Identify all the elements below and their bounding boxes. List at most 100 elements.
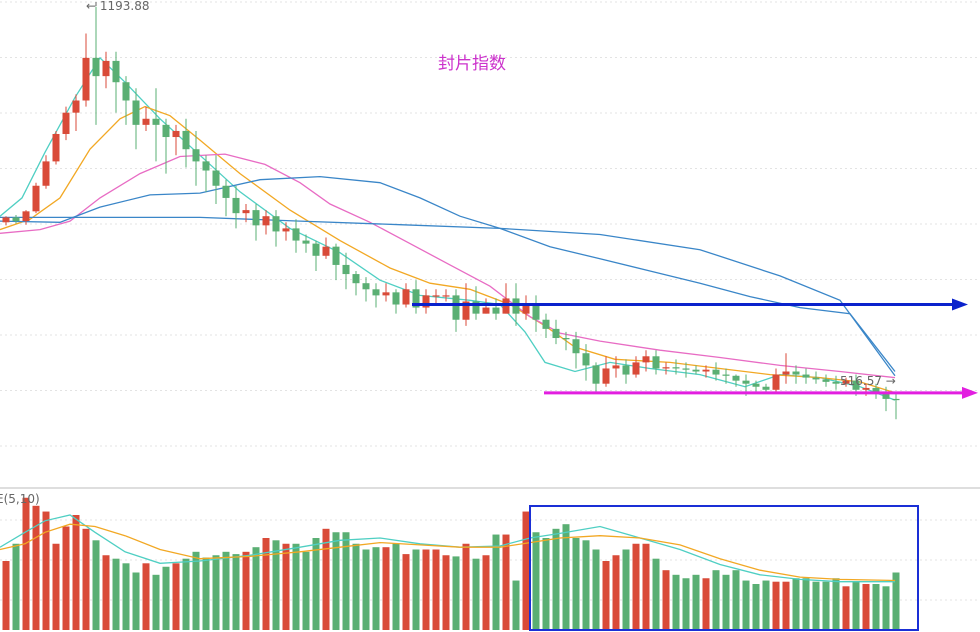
candle-body	[442, 295, 450, 297]
volume-bar	[342, 532, 350, 630]
volume-bar	[462, 543, 470, 630]
volume-bar	[872, 584, 880, 630]
volume-bar	[662, 570, 670, 630]
candle-body	[312, 243, 320, 256]
volume-bar	[542, 538, 550, 630]
volume-bar	[142, 563, 150, 630]
volume-bar	[92, 540, 100, 630]
candle-body	[52, 133, 60, 162]
high-price-label: ← 1193.88	[86, 0, 150, 13]
volume-bar	[702, 578, 710, 630]
candle-body	[752, 383, 760, 387]
volume-bar	[722, 574, 730, 630]
volume-bar	[862, 584, 870, 630]
candle-body	[862, 387, 870, 390]
ma10-line	[0, 105, 896, 394]
candle-body	[562, 338, 570, 340]
volume-bar	[512, 580, 520, 630]
candle-body	[362, 283, 370, 290]
candle-body	[532, 304, 540, 320]
volume-bar	[62, 526, 70, 630]
candle-body	[422, 295, 430, 308]
volume-bar	[552, 528, 560, 630]
volume-bar	[152, 574, 160, 630]
candle-body	[702, 369, 710, 372]
volume-bar	[392, 543, 400, 630]
volume-bar	[852, 581, 860, 630]
candle-body	[812, 377, 820, 380]
candle-body	[882, 392, 890, 399]
volume-bar	[612, 555, 620, 630]
ma20-line	[0, 153, 896, 379]
volume-bar	[72, 515, 80, 630]
candle-body	[372, 289, 380, 296]
volume-bar	[282, 543, 290, 630]
volume-bar	[112, 558, 120, 630]
candle-body	[492, 307, 500, 314]
volume-bar	[132, 572, 140, 630]
volume-bar	[212, 555, 220, 630]
volume-bar	[352, 543, 360, 630]
candle-body	[162, 124, 170, 138]
volume-bar	[672, 574, 680, 630]
candle-body	[22, 211, 30, 222]
candle-body	[72, 100, 80, 113]
candle-body	[2, 217, 10, 223]
volume-bar	[322, 528, 330, 630]
volume-bars	[2, 497, 900, 630]
volume-ma-lines	[0, 514, 896, 583]
volume-bar	[402, 554, 410, 630]
volume-bar	[42, 511, 50, 630]
volume-bar	[442, 555, 450, 630]
candle-body	[602, 368, 610, 384]
candle-body	[302, 240, 310, 244]
candle-body	[512, 298, 520, 314]
volume-bar	[882, 586, 890, 630]
volume-bar	[692, 574, 700, 630]
volume-bar	[642, 543, 650, 630]
candle-body	[482, 307, 490, 314]
magenta-marker-arrowhead	[962, 386, 978, 399]
candle-body	[382, 292, 390, 296]
candle-body	[722, 374, 730, 376]
volume-bar	[622, 549, 630, 630]
volume-bar	[32, 505, 40, 630]
volume-bar	[172, 563, 180, 630]
candle-body	[792, 371, 800, 375]
candle-body	[662, 367, 670, 369]
candle-body	[692, 369, 700, 372]
ma120-line	[0, 216, 896, 377]
volume-bar	[742, 580, 750, 630]
volume-bar	[182, 558, 190, 630]
volume-bar	[572, 538, 580, 630]
candle-body	[772, 374, 780, 390]
volume-bar	[772, 581, 780, 630]
volume-bar	[632, 543, 640, 630]
volume-bar	[332, 532, 340, 630]
volume-bar	[12, 543, 20, 630]
candle-body	[32, 185, 40, 212]
volume-bar	[712, 570, 720, 630]
candle-body	[142, 118, 150, 125]
candle-body	[612, 365, 620, 369]
candle-body	[82, 57, 90, 101]
volume-bar	[362, 549, 370, 630]
volume-bar	[452, 556, 460, 630]
volume-bar	[492, 534, 500, 630]
volume-bar	[562, 524, 570, 630]
candle-body	[472, 301, 480, 314]
volume-bar	[222, 551, 230, 630]
volume-bar	[892, 572, 900, 630]
candle-body	[192, 149, 200, 162]
candle-body	[522, 304, 530, 314]
candle-body	[822, 379, 830, 382]
candle-body	[102, 60, 110, 77]
ma60-line	[0, 175, 896, 372]
volume-bar	[122, 563, 130, 630]
low-price-label: 516.57 →	[840, 374, 896, 388]
volume-bar	[732, 570, 740, 630]
volume-bar	[22, 497, 30, 630]
candle-body	[632, 362, 640, 375]
candle-body	[802, 374, 810, 378]
